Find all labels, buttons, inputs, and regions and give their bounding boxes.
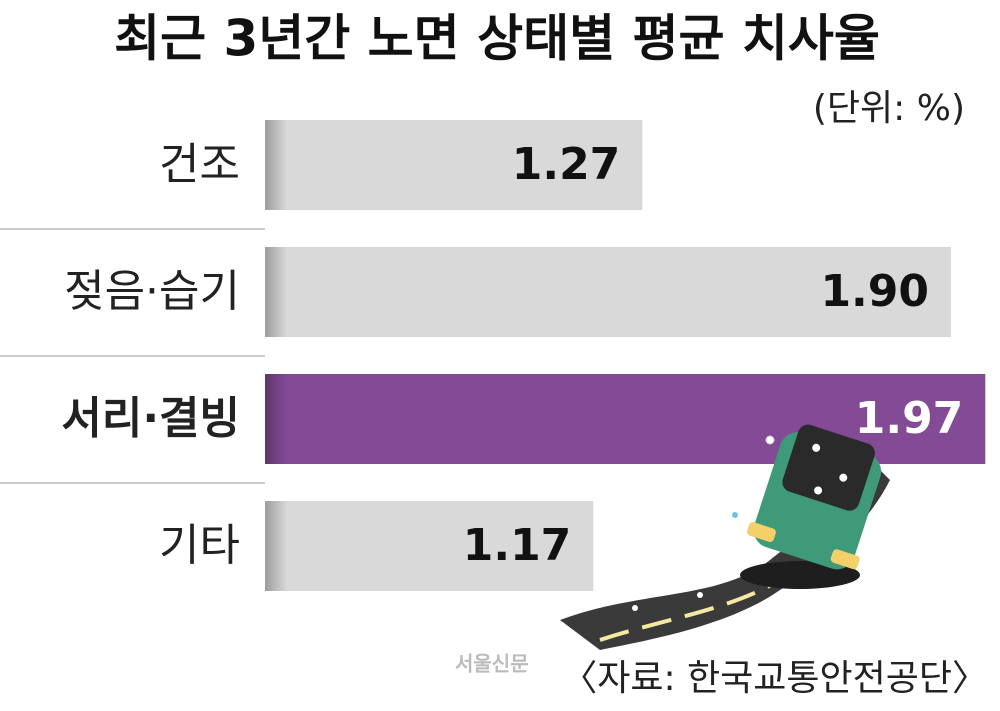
value-label: 1.17 <box>463 520 572 571</box>
car-window <box>782 424 875 511</box>
illustration <box>560 424 890 650</box>
snow <box>632 605 638 611</box>
bar-shade <box>265 247 287 337</box>
snow <box>765 435 775 445</box>
bar-area: 1.27 건조 1.90 젖음·습기 1.97 서리·결빙 1.17 기타 <box>0 120 986 591</box>
road-line <box>599 578 782 642</box>
snow <box>812 443 821 452</box>
snow <box>814 486 823 495</box>
value-label: 1.27 <box>512 139 621 190</box>
source: 〈자료: 한국교통안전공단〉 <box>561 658 988 699</box>
category-label: 기타 <box>159 520 240 571</box>
shadow <box>740 561 860 589</box>
category-label: 건조 <box>159 139 240 190</box>
bar-shade <box>265 501 287 591</box>
category-label: 서리·결빙 <box>61 393 240 444</box>
bar-shade <box>265 120 287 210</box>
car-light <box>830 549 860 570</box>
road <box>560 470 890 650</box>
bar <box>265 501 594 591</box>
bar <box>265 247 951 337</box>
snow <box>839 473 848 482</box>
watermark: 서울신문 <box>455 652 529 676</box>
splash <box>732 512 738 518</box>
snow <box>697 592 703 598</box>
bar <box>265 120 643 210</box>
car <box>747 424 882 570</box>
chart-title: 최근 3년간 노면 상태별 평균 치사율 <box>114 10 880 68</box>
value-label: 1.97 <box>855 393 964 444</box>
car-light <box>747 522 776 542</box>
value-label: 1.90 <box>820 266 929 317</box>
unit-label: (단위: %) <box>813 88 965 129</box>
category-label: 젖음·습기 <box>64 266 240 317</box>
bar-shade <box>265 374 287 464</box>
